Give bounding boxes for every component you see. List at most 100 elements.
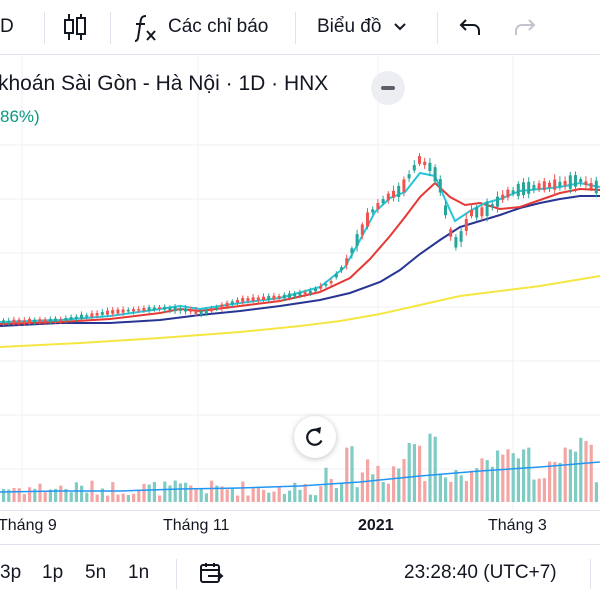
undo-button[interactable] xyxy=(458,0,482,54)
date-range-button[interactable] xyxy=(198,545,224,601)
volume-bar xyxy=(308,494,312,502)
volume-bar xyxy=(496,450,500,502)
candle-body xyxy=(33,319,37,323)
volume-bar xyxy=(7,489,11,502)
volume-bar xyxy=(454,469,458,502)
candle-body xyxy=(220,304,224,309)
candle-body xyxy=(485,201,489,216)
volume-bar xyxy=(158,495,162,502)
volume-bar xyxy=(12,488,16,502)
volume-bar xyxy=(563,447,567,502)
candle-body xyxy=(2,320,5,324)
candle-body xyxy=(490,204,494,208)
candle-body xyxy=(532,184,536,190)
candle-body xyxy=(230,301,234,305)
function-fx-icon xyxy=(134,15,156,42)
interval-label: 5n xyxy=(85,562,107,583)
candle-body xyxy=(262,296,265,301)
candle-body xyxy=(293,293,297,297)
candle-body xyxy=(355,233,359,246)
volume-bar xyxy=(392,466,396,502)
candle-body xyxy=(428,162,432,172)
interval-button[interactable]: 3p xyxy=(0,545,21,601)
volume-bar xyxy=(490,466,494,502)
time-axis[interactable]: Tháng 9 Tháng 11 2021 Tháng 3 xyxy=(0,510,600,545)
volume-bar xyxy=(340,483,344,502)
chart-type-dropdown[interactable]: Biểu đồ xyxy=(317,0,407,54)
candle-body xyxy=(412,165,416,171)
volume-bar xyxy=(69,492,73,502)
volume-bar xyxy=(548,461,552,502)
volume-bar xyxy=(189,485,193,502)
candle-body xyxy=(59,319,63,321)
candle-body xyxy=(501,194,505,200)
bottom-toolbar: 3p 1p 5n 1n 23:28:40 (UTC+7) xyxy=(0,544,600,601)
reset-chart-button[interactable] xyxy=(294,416,336,458)
volume-bar xyxy=(173,480,177,502)
volume-bar xyxy=(267,492,271,502)
collapse-legend-button[interactable] xyxy=(371,71,405,105)
candle-body xyxy=(506,189,510,198)
candle-body xyxy=(163,306,167,310)
timezone-clock[interactable]: 23:28:40 (UTC+7) xyxy=(404,545,557,601)
candles-button[interactable] xyxy=(62,0,88,54)
volume-bar xyxy=(288,490,292,502)
volume-bar xyxy=(33,488,37,502)
volume-bar xyxy=(100,488,104,502)
volume-bar xyxy=(376,465,380,502)
volume-bar xyxy=(386,483,390,502)
candle-body xyxy=(574,175,577,187)
volume-bar xyxy=(402,458,406,502)
volume-bar xyxy=(28,487,32,502)
volume-bar xyxy=(126,494,130,502)
volume-bar xyxy=(355,487,359,502)
time-axis-year-label: 2021 xyxy=(358,517,394,534)
top-toolbar: D Các chỉ báo Biểu đồ xyxy=(0,0,600,55)
volume-bar xyxy=(527,447,531,502)
candle-body xyxy=(90,313,94,317)
time-axis-label: Tháng 3 xyxy=(488,517,547,534)
volume-bar xyxy=(407,442,411,502)
candle-body xyxy=(246,298,250,301)
candle-body xyxy=(95,313,99,316)
volume-bar xyxy=(262,489,266,502)
candle-body xyxy=(277,295,281,299)
volume-bar xyxy=(111,482,115,502)
volume-bar xyxy=(464,481,468,502)
volume-bar xyxy=(106,495,110,502)
candle-body xyxy=(121,309,125,313)
candle-body xyxy=(116,309,120,314)
chart-pane[interactable] xyxy=(0,55,600,510)
indicators-button[interactable]: Các chỉ báo xyxy=(132,0,268,54)
candle-body xyxy=(267,296,271,300)
volume-bar xyxy=(589,444,593,502)
candle-body xyxy=(225,302,229,307)
interval-button[interactable]: 5n xyxy=(85,545,106,601)
volume-bar xyxy=(210,480,214,502)
price-chart[interactable] xyxy=(0,55,600,510)
volume-bar xyxy=(516,458,520,502)
candle-body xyxy=(522,182,525,196)
time-axis-label: Tháng 11 xyxy=(163,517,230,534)
candle-body xyxy=(392,190,395,198)
interval-label: 1p xyxy=(42,562,64,583)
interval-button[interactable]: 1p xyxy=(42,545,63,601)
moving-average-fast-line xyxy=(0,171,600,323)
candle-body xyxy=(381,199,385,204)
volume-bar xyxy=(506,449,510,502)
candle-body xyxy=(558,181,562,187)
symbol-button[interactable]: D xyxy=(0,0,14,54)
volume-bar xyxy=(438,473,442,502)
interval-button[interactable]: 1n xyxy=(128,545,149,601)
candle-body xyxy=(256,297,260,301)
price-candles xyxy=(2,152,598,326)
grid-lines xyxy=(0,55,600,510)
candle-body xyxy=(464,218,468,231)
volume-bar xyxy=(22,494,26,502)
toolbar-divider xyxy=(295,12,296,44)
candle-body xyxy=(563,180,567,186)
candle-body xyxy=(516,184,520,197)
candle-body xyxy=(314,288,317,292)
redo-button[interactable] xyxy=(513,0,537,54)
volume-bar xyxy=(345,447,349,502)
